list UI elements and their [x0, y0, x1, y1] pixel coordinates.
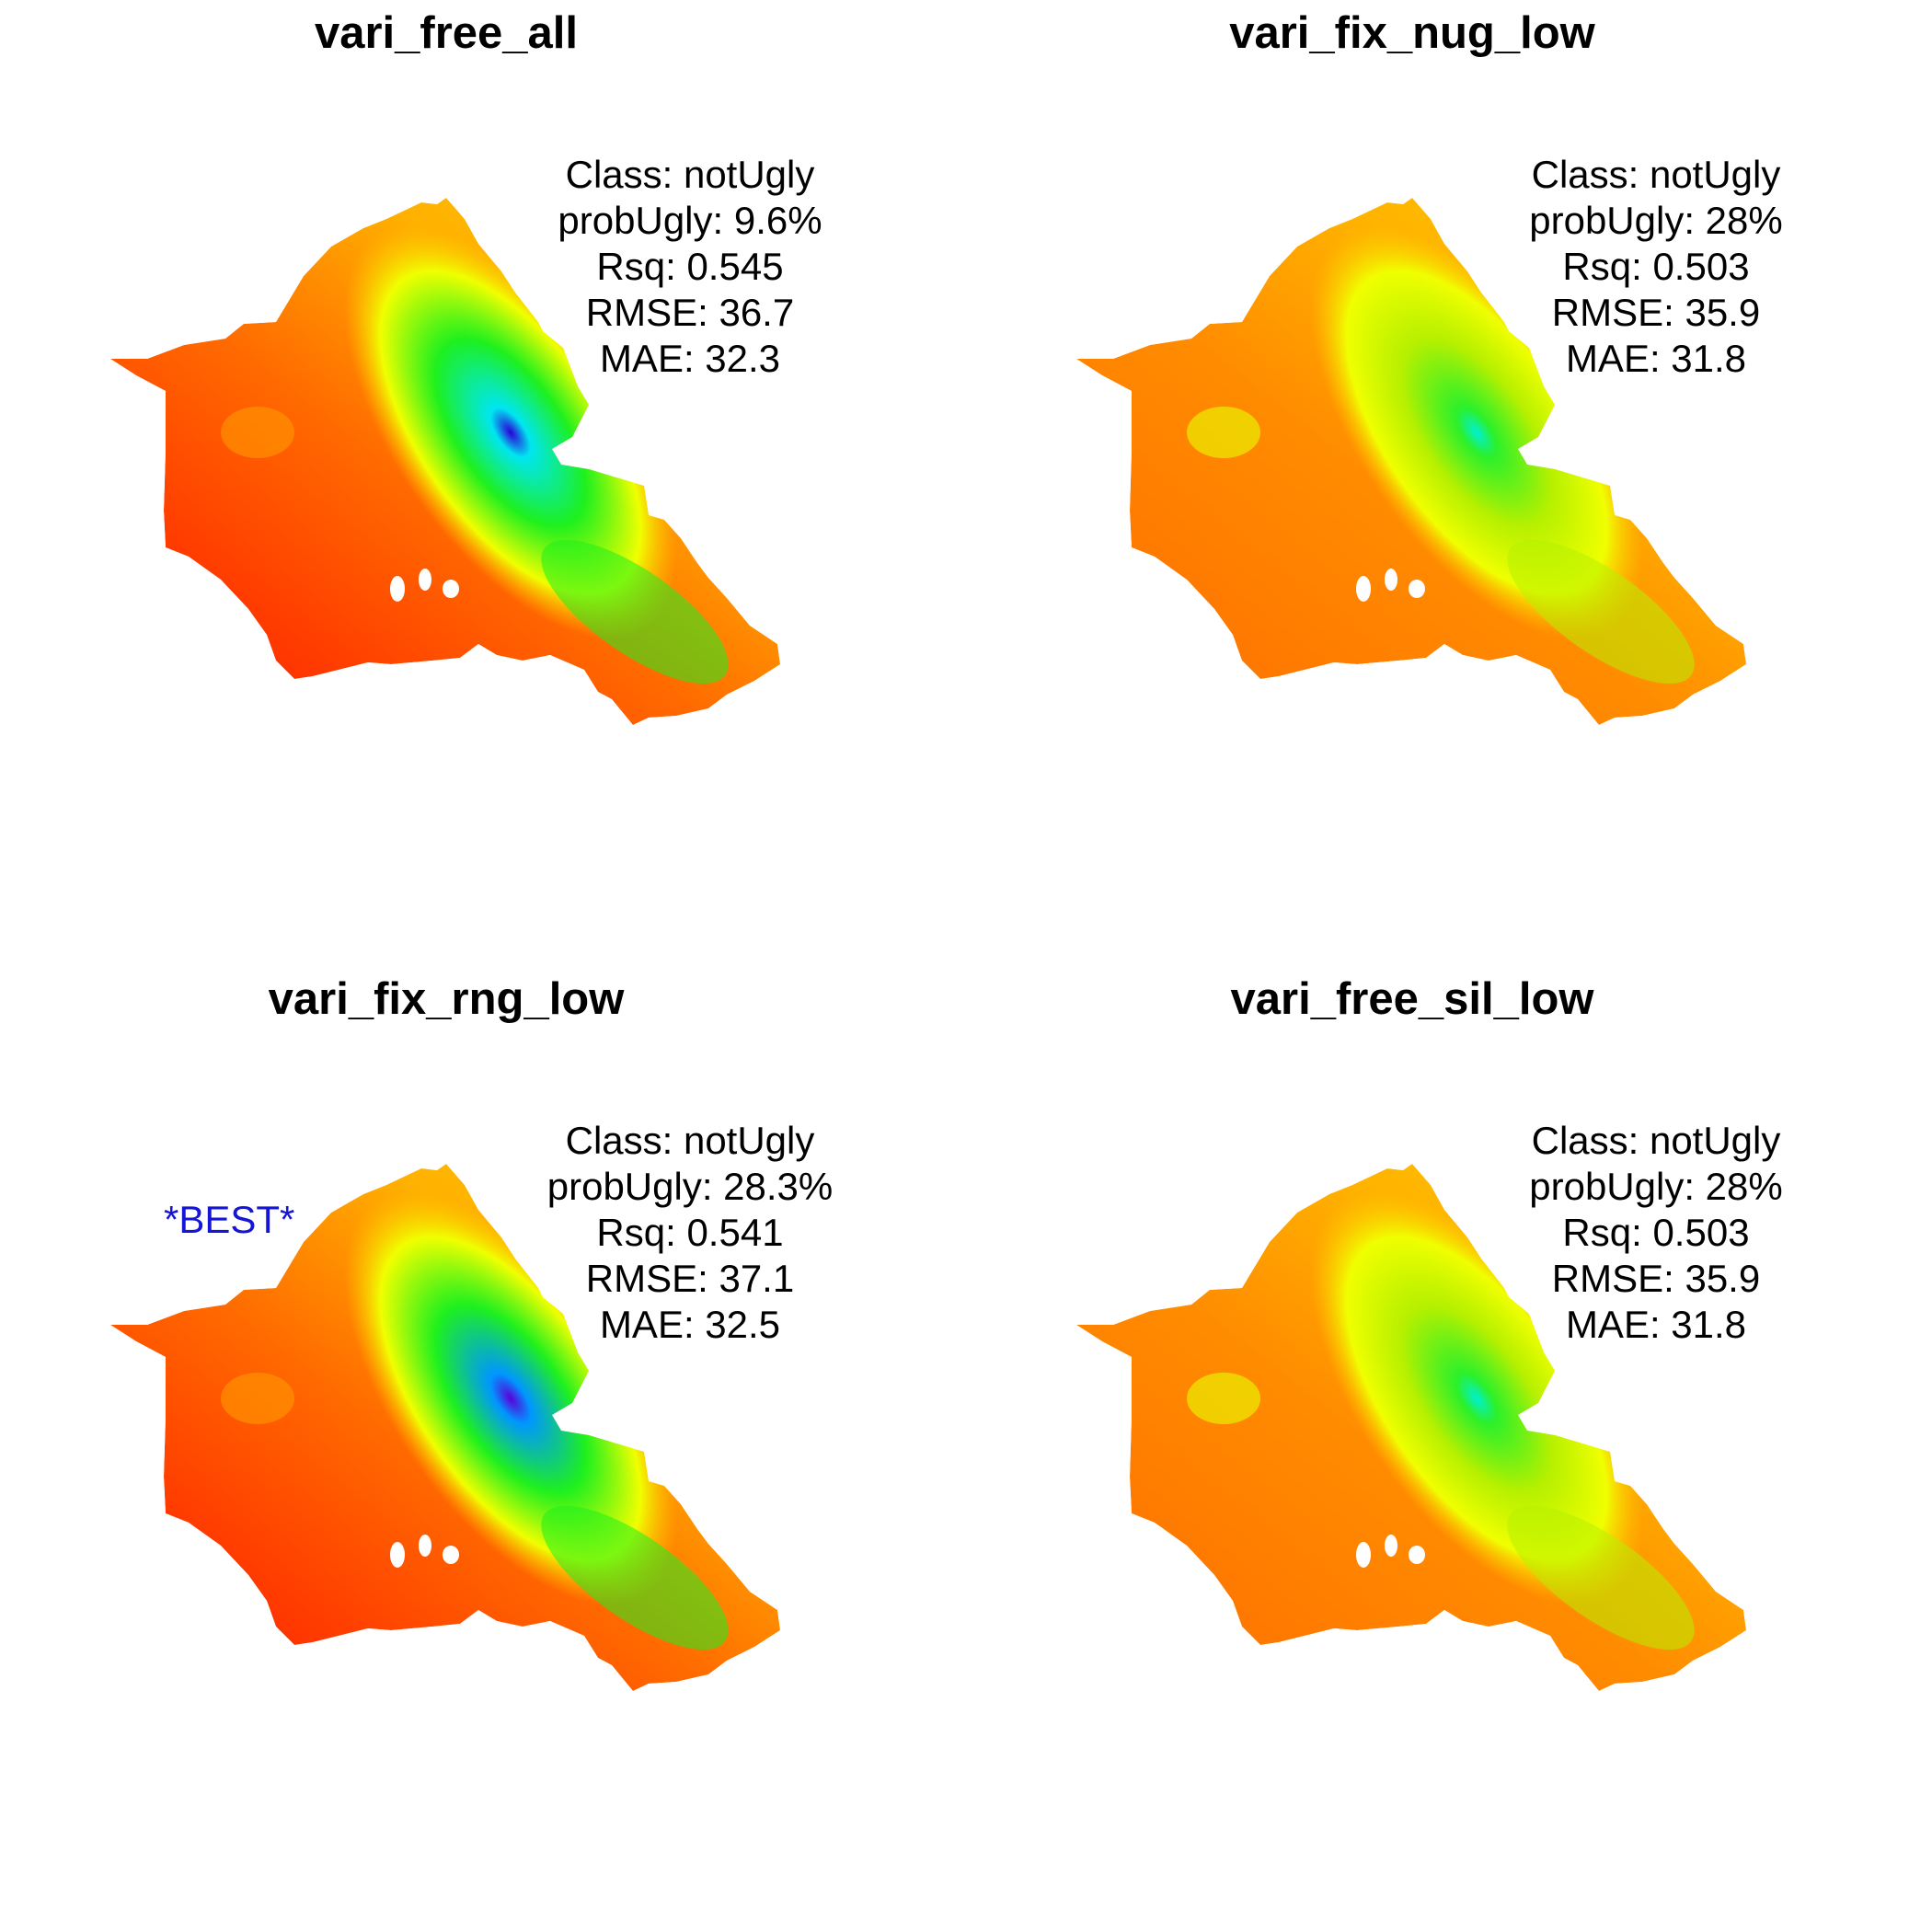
ridge-hotspot: [1310, 1191, 1643, 1605]
stat-class: Class: notUgly: [565, 1119, 815, 1162]
panel-title: vari_free_sil_low: [1230, 974, 1594, 1024]
stat-prob-ugly: probUgly: 28%: [1529, 199, 1783, 242]
best-label: *BEST*: [164, 1198, 295, 1241]
island-map: [110, 198, 780, 725]
stat-mae: MAE: 32.5: [599, 1303, 781, 1346]
island-heat-surface: [1076, 198, 1746, 725]
harbor-inlet: [1385, 1535, 1397, 1557]
panel-title: vari_fix_rng_low: [268, 974, 625, 1024]
island-heat-surface: [1076, 1164, 1746, 1691]
ridge-hotspot: [344, 1191, 677, 1605]
west-hotspot: [221, 407, 294, 458]
stat-prob-ugly: probUgly: 9.6%: [558, 199, 822, 242]
harbor-inlet: [443, 1546, 459, 1564]
island-map: [1076, 1164, 1746, 1691]
map-panel-vari-free-all: vari_free_all Class: notUgly probUgly: 9…: [0, 0, 966, 966]
stat-class: Class: notUgly: [1531, 1119, 1781, 1162]
stat-rmse: RMSE: 35.9: [1551, 1257, 1761, 1300]
harbor-inlet: [1385, 569, 1397, 591]
west-hotspot: [1187, 407, 1260, 458]
map-panel-vari-free-sil-low: vari_free_sil_low Class: notUgly probUgl…: [966, 966, 1932, 1932]
stat-rsq: Rsq: 0.503: [1562, 245, 1750, 288]
stat-class: Class: notUgly: [1531, 153, 1781, 196]
harbor-inlet: [443, 580, 459, 598]
harbor-inlet: [1356, 576, 1371, 602]
map-panel-vari-fix-nug-low: vari_fix_nug_low Class: notUgly probUgly…: [966, 0, 1932, 966]
west-hotspot: [1187, 1373, 1260, 1424]
stat-rsq: Rsq: 0.541: [596, 1211, 784, 1254]
harbor-inlet: [419, 569, 431, 591]
west-hotspot: [221, 1373, 294, 1424]
stat-prob-ugly: probUgly: 28.3%: [546, 1165, 834, 1208]
panel-title: vari_free_all: [314, 8, 579, 58]
stat-mae: MAE: 32.3: [599, 337, 781, 380]
harbor-inlet: [1356, 1542, 1371, 1568]
harbor-inlet: [1409, 1546, 1425, 1564]
stat-mae: MAE: 31.8: [1565, 337, 1747, 380]
stat-mae: MAE: 31.8: [1565, 1303, 1747, 1346]
harbor-inlet: [390, 576, 405, 602]
model-stats: Class: notUgly probUgly: 28% Rsq: 0.503 …: [1481, 1118, 1831, 1348]
ridge-tail: [1507, 539, 1695, 684]
island-map: [110, 1164, 780, 1691]
ridge-hotspot: [344, 225, 677, 639]
stat-rsq: Rsq: 0.545: [596, 245, 784, 288]
island-map: [1076, 198, 1746, 725]
ridge-tail: [541, 1505, 729, 1650]
panel-title: vari_fix_nug_low: [1229, 8, 1595, 58]
stat-rmse: RMSE: 37.1: [585, 1257, 795, 1300]
model-stats: Class: notUgly probUgly: 9.6% Rsq: 0.545…: [515, 152, 865, 382]
harbor-inlet: [390, 1542, 405, 1568]
island-heat-surface: [110, 1164, 780, 1691]
ridge-tail: [541, 539, 729, 684]
stat-prob-ugly: probUgly: 28%: [1529, 1165, 1783, 1208]
ridge-tail: [1507, 1505, 1695, 1650]
harbor-inlet: [1409, 580, 1425, 598]
stat-rmse: RMSE: 36.7: [585, 291, 795, 334]
stat-rsq: Rsq: 0.503: [1562, 1211, 1750, 1254]
island-heat-surface: [110, 198, 780, 725]
stat-class: Class: notUgly: [565, 153, 815, 196]
model-stats: Class: notUgly probUgly: 28% Rsq: 0.503 …: [1481, 152, 1831, 382]
harbor-inlet: [419, 1535, 431, 1557]
stat-rmse: RMSE: 35.9: [1551, 291, 1761, 334]
ridge-hotspot: [1310, 225, 1643, 639]
model-stats: Class: notUgly probUgly: 28.3% Rsq: 0.54…: [515, 1118, 865, 1348]
map-panel-vari-fix-rng-low: vari_fix_rng_low Class: notUgly probUgly…: [0, 966, 966, 1932]
